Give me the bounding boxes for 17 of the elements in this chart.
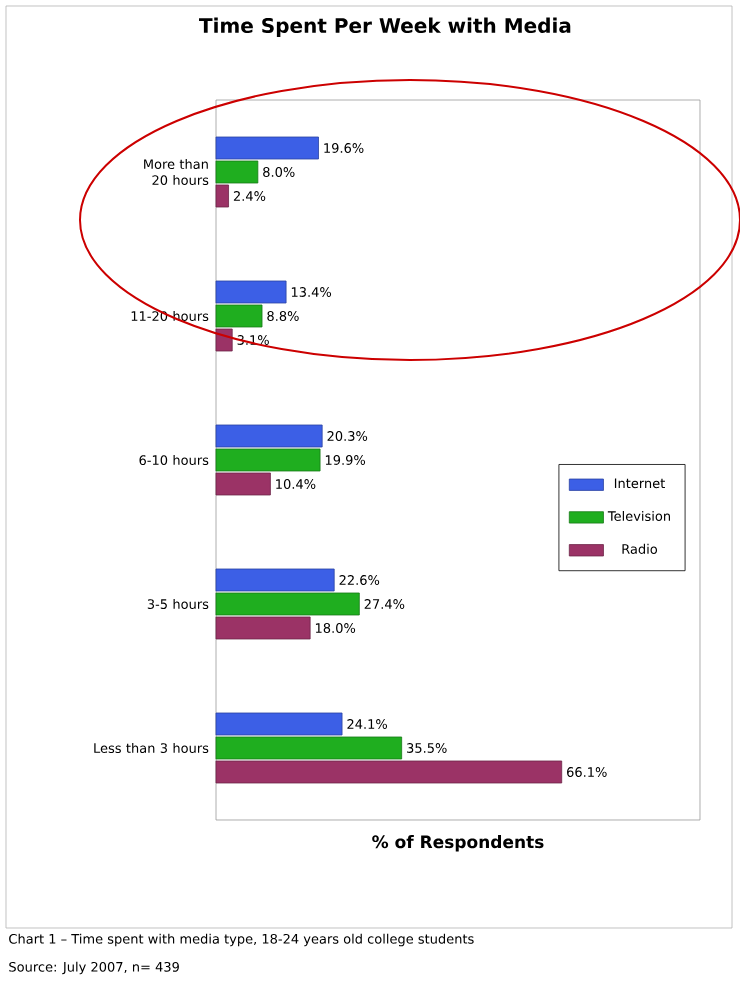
x-axis-title: % of Respondents (372, 835, 544, 852)
bar (215, 736, 403, 760)
bar (215, 328, 233, 352)
chart-title: Time Spent Per Week with Media (199, 17, 571, 37)
bar (215, 424, 323, 448)
bar (215, 616, 311, 640)
bar (215, 280, 287, 304)
bar (215, 472, 271, 496)
bar (215, 568, 335, 592)
bar (215, 184, 229, 208)
bar (215, 160, 259, 184)
bar (215, 448, 321, 472)
bar (215, 136, 319, 160)
bar (215, 592, 360, 616)
bar (215, 760, 563, 784)
bar (215, 712, 343, 736)
bar (215, 304, 263, 328)
